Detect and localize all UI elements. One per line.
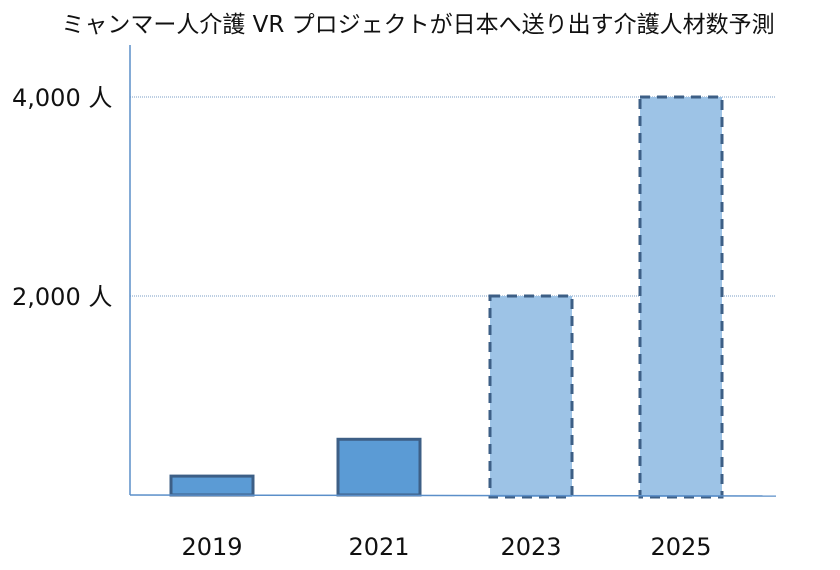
bar-2021 xyxy=(336,437,422,497)
y-tick-label: 4,000 人 xyxy=(12,84,112,112)
x-tick-label: 2021 xyxy=(348,533,409,561)
chart-title: ミャンマー人介護 VR プロジェクトが日本へ送り出す介護人材数予測 xyxy=(61,12,774,38)
bar-2025 xyxy=(638,95,724,499)
bar-2019 xyxy=(169,474,255,497)
x-tick-label: 2025 xyxy=(650,533,711,561)
x-axis xyxy=(129,494,777,497)
bar-2023 xyxy=(488,294,574,499)
x-tick-label: 2023 xyxy=(500,533,561,561)
y-tick-label: 2,000 人 xyxy=(12,283,112,311)
x-tick-label: 2019 xyxy=(181,533,242,561)
